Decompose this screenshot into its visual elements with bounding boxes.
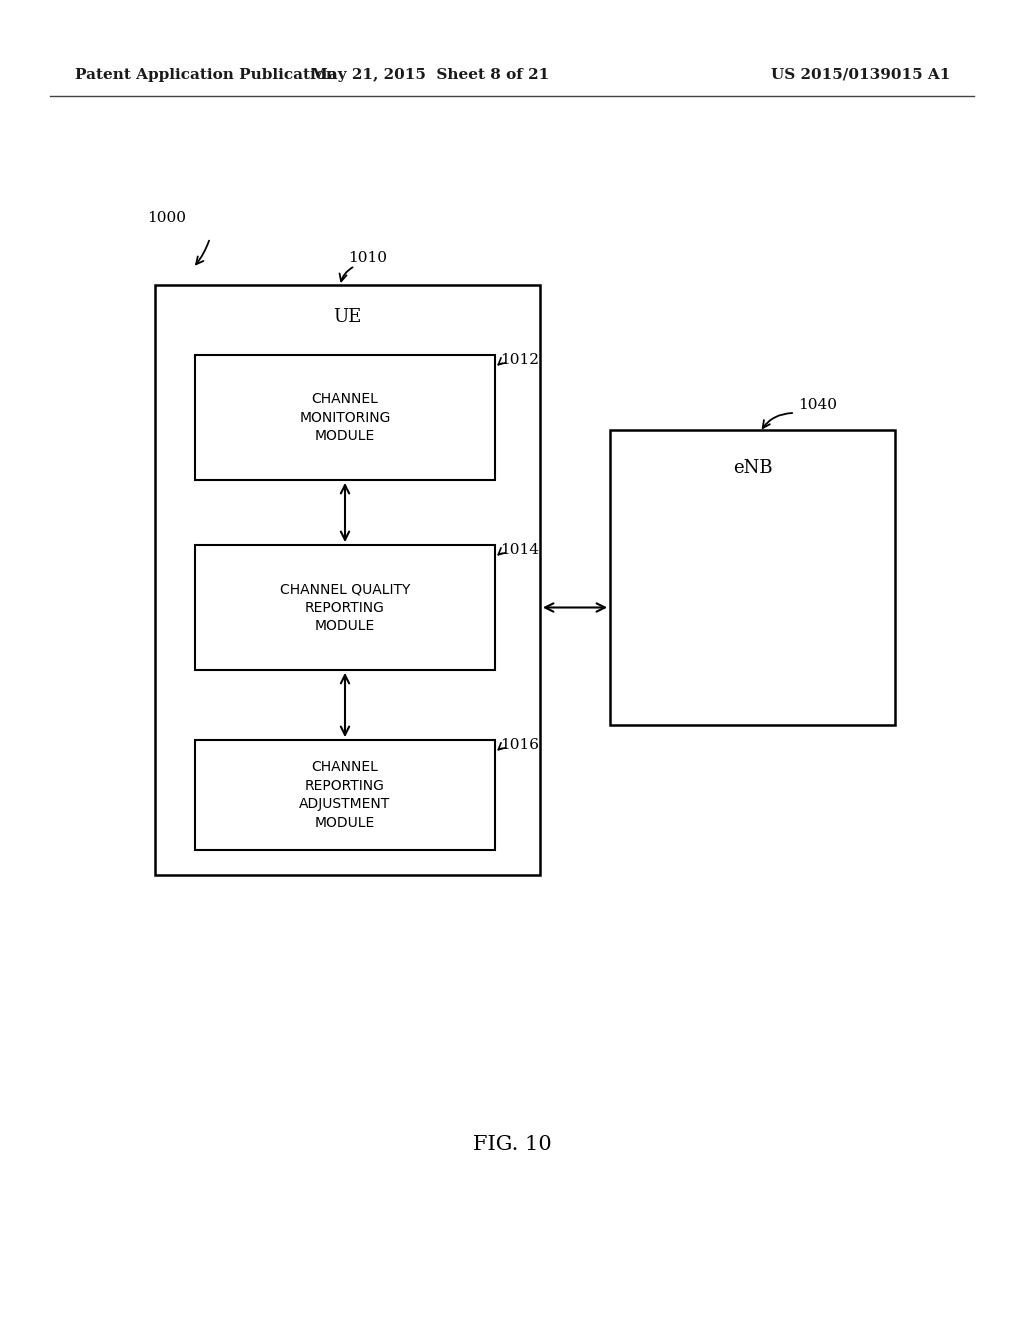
Text: May 21, 2015  Sheet 8 of 21: May 21, 2015 Sheet 8 of 21	[311, 69, 549, 82]
Text: UE: UE	[334, 308, 361, 326]
Text: 1010: 1010	[348, 251, 387, 265]
Text: US 2015/0139015 A1: US 2015/0139015 A1	[771, 69, 950, 82]
Text: 1012: 1012	[500, 352, 539, 367]
Bar	[155, 285, 540, 875]
Text: FIG. 10: FIG. 10	[473, 1135, 551, 1155]
Text: Patent Application Publication: Patent Application Publication	[75, 69, 337, 82]
Text: CHANNEL
REPORTING
ADJUSTMENT
MODULE: CHANNEL REPORTING ADJUSTMENT MODULE	[299, 760, 390, 829]
Bar	[195, 741, 495, 850]
Bar	[195, 355, 495, 480]
Text: 1016: 1016	[500, 738, 539, 752]
Text: 1014: 1014	[500, 543, 539, 557]
Text: CHANNEL
MONITORING
MODULE: CHANNEL MONITORING MODULE	[299, 392, 391, 444]
Text: 1040: 1040	[798, 399, 837, 412]
Bar	[610, 430, 895, 725]
Text: 1000: 1000	[147, 211, 186, 224]
Text: CHANNEL QUALITY
REPORTING
MODULE: CHANNEL QUALITY REPORTING MODULE	[280, 582, 411, 632]
Text: eNB: eNB	[733, 459, 772, 477]
Bar	[195, 545, 495, 671]
